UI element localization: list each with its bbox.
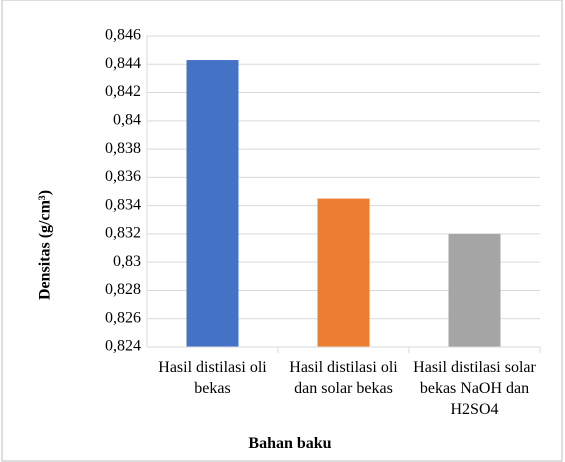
- y-tick-label: 0,834: [105, 196, 141, 213]
- y-tick-label: 0,824: [105, 338, 141, 355]
- y-tick-label: 0,844: [105, 55, 141, 72]
- y-tick-label: 0,826: [105, 309, 141, 326]
- x-axis-label: Bahan baku: [248, 435, 332, 452]
- y-tick-label: 0,846: [105, 27, 141, 44]
- y-tick-label: 0,836: [105, 168, 141, 185]
- x-tick-label: Hasil distilasi oli dan solar bekas: [289, 359, 398, 397]
- y-tick-label: 0,828: [105, 281, 141, 298]
- y-axis-label: Densitas (g/cm³): [37, 190, 54, 300]
- bar: [186, 60, 239, 347]
- y-tick-label: 0,832: [105, 225, 141, 242]
- y-tick-label: 0,83: [113, 253, 141, 270]
- y-tick-label: 0,838: [105, 140, 141, 157]
- bar: [448, 233, 501, 347]
- y-tick-label: 0,84: [113, 111, 141, 128]
- bar: [317, 198, 370, 347]
- y-tick-label: 0,842: [105, 83, 141, 100]
- x-tick-label: Hasil distilasi oli bekas: [158, 359, 267, 397]
- x-tick-label: Hasil distilasi solar bekas NaOH dan H2S…: [413, 359, 536, 418]
